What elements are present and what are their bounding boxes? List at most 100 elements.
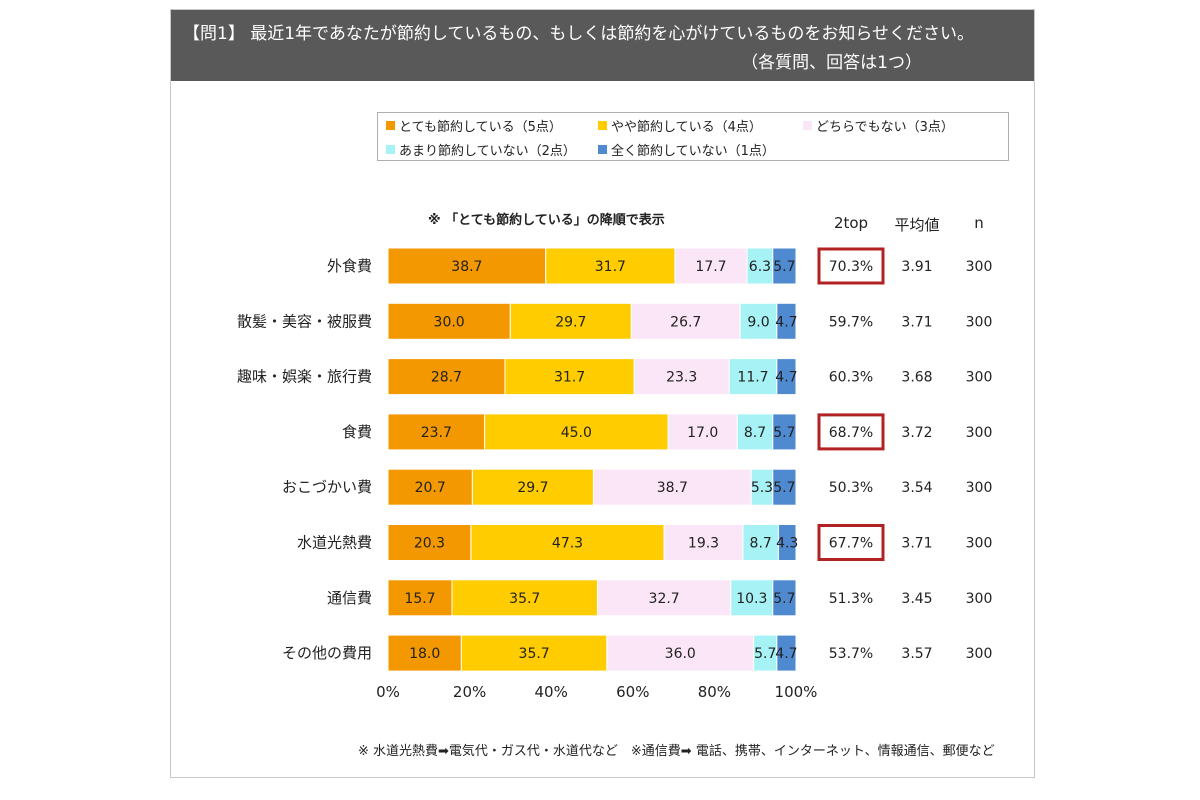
data-label: 8.7	[744, 425, 766, 441]
legend-item-s2: あまり節約していない（2点）	[386, 140, 576, 159]
data-label: 15.7	[404, 591, 435, 607]
bar-segment	[776, 302, 797, 340]
bar-segment	[387, 358, 506, 396]
bar-segment	[387, 413, 486, 451]
highlight-box	[817, 247, 885, 285]
bar-segment	[387, 302, 511, 340]
two-top-value: 68.7%	[829, 425, 873, 441]
average-value: 3.72	[901, 425, 932, 441]
bar-segment	[630, 302, 741, 340]
legend-label: あまり節約していない（2点）	[399, 144, 576, 159]
two-top-value: 67.7%	[829, 536, 873, 552]
n-value: 300	[966, 259, 993, 275]
bar-segment	[728, 358, 778, 396]
category-label: 外食費	[327, 257, 372, 275]
legend-item-s3: どちらでもない（3点）	[803, 116, 954, 135]
footnote: ※ 水道光熱費➡電気代・ガス代・水道代など ※通信費➡ 電話、携帯、インターネッ…	[358, 744, 995, 759]
bar-segment	[776, 358, 797, 396]
chart-legend: とても節約している（5点） やや節約している（4点） どちらでもない（3点） あ…	[377, 112, 1009, 161]
data-label: 5.7	[773, 480, 795, 496]
legend-item-s4: やや節約している（4点）	[598, 116, 762, 135]
n-value: 300	[966, 314, 993, 330]
n-value: 300	[966, 536, 993, 552]
two-top-value: 59.7%	[829, 314, 873, 330]
data-label: 31.7	[554, 370, 585, 386]
data-label: 5.7	[754, 646, 776, 662]
bar-segment	[772, 413, 797, 451]
x-tick-label: 80%	[698, 683, 731, 701]
legend-item-s5: とても節約している（5点）	[386, 116, 562, 135]
bar-segment	[387, 579, 453, 617]
average-value: 3.54	[901, 480, 932, 496]
bar-segment	[772, 247, 797, 285]
data-label: 4.7	[775, 314, 797, 330]
data-label: 38.7	[451, 259, 482, 275]
data-label: 45.0	[561, 425, 592, 441]
legend-swatch	[803, 121, 812, 130]
data-label: 5.7	[773, 425, 795, 441]
data-label: 17.7	[695, 259, 726, 275]
average-value: 3.68	[901, 370, 932, 386]
data-label: 26.7	[670, 314, 701, 330]
bar-segment	[736, 413, 774, 451]
data-label: 5.7	[773, 259, 795, 275]
bar-segment	[606, 634, 755, 672]
bar-segment	[667, 413, 738, 451]
bar-segment	[633, 358, 730, 396]
bar-segment	[776, 634, 797, 672]
average-value: 3.45	[901, 591, 932, 607]
bar-segment	[545, 247, 676, 285]
data-label: 18.0	[409, 646, 440, 662]
data-label: 5.3	[751, 480, 773, 496]
two-top-value: 50.3%	[829, 480, 873, 496]
data-label: 9.0	[747, 314, 769, 330]
data-label: 35.7	[509, 591, 540, 607]
category-label: おこづかい費	[282, 478, 372, 496]
legend-label: 全く節約していない（1点）	[611, 144, 775, 159]
highlight-box	[817, 413, 885, 451]
data-label: 35.7	[519, 646, 550, 662]
data-label: 23.7	[421, 425, 452, 441]
legend-label: とても節約している（5点）	[399, 120, 562, 135]
bar-segment	[772, 468, 797, 506]
data-label: 31.7	[595, 259, 626, 275]
category-label: 散髪・美容・被服費	[237, 312, 372, 330]
data-label: 4.3	[776, 536, 798, 552]
average-value: 3.91	[901, 259, 932, 275]
bar-segment	[509, 302, 632, 340]
two-top-value: 51.3%	[829, 591, 873, 607]
data-label: 29.7	[555, 314, 586, 330]
legend-label: どちらでもない（3点）	[816, 120, 954, 135]
category-label: 水道光熱費	[297, 534, 372, 552]
data-label: 17.0	[687, 425, 718, 441]
bar-segment	[674, 247, 748, 285]
title-banner: 【問1】 最近1年であなたが節約しているもの、もしくは節約を心がけているものをお…	[171, 10, 1034, 81]
bar-segment	[746, 247, 774, 285]
data-label: 28.7	[431, 370, 462, 386]
column-header-average: 平均値	[894, 216, 940, 234]
bar-segment	[597, 579, 732, 617]
data-label: 29.7	[517, 480, 548, 496]
n-value: 300	[966, 425, 993, 441]
data-label: 19.3	[688, 536, 719, 552]
bar-segment	[504, 358, 635, 396]
legend-swatch	[386, 121, 395, 130]
bar-segment	[739, 302, 778, 340]
data-label: 11.7	[737, 370, 768, 386]
category-label: 食費	[342, 423, 372, 441]
bar-segment	[772, 579, 797, 617]
n-value: 300	[966, 480, 993, 496]
two-top-value: 60.3%	[829, 370, 873, 386]
legend-swatch	[598, 121, 607, 130]
x-tick-label: 20%	[453, 683, 486, 701]
n-value: 300	[966, 370, 993, 386]
data-label: 20.3	[414, 536, 445, 552]
average-value: 3.71	[901, 536, 932, 552]
bar-segment	[484, 413, 669, 451]
legend-swatch	[598, 145, 607, 154]
question-title: 【問1】 最近1年であなたが節約しているもの、もしくは節約を心がけているものをお…	[183, 24, 975, 44]
category-label: その他の費用	[282, 644, 372, 662]
bar-segment	[387, 468, 473, 506]
n-value: 300	[966, 591, 993, 607]
